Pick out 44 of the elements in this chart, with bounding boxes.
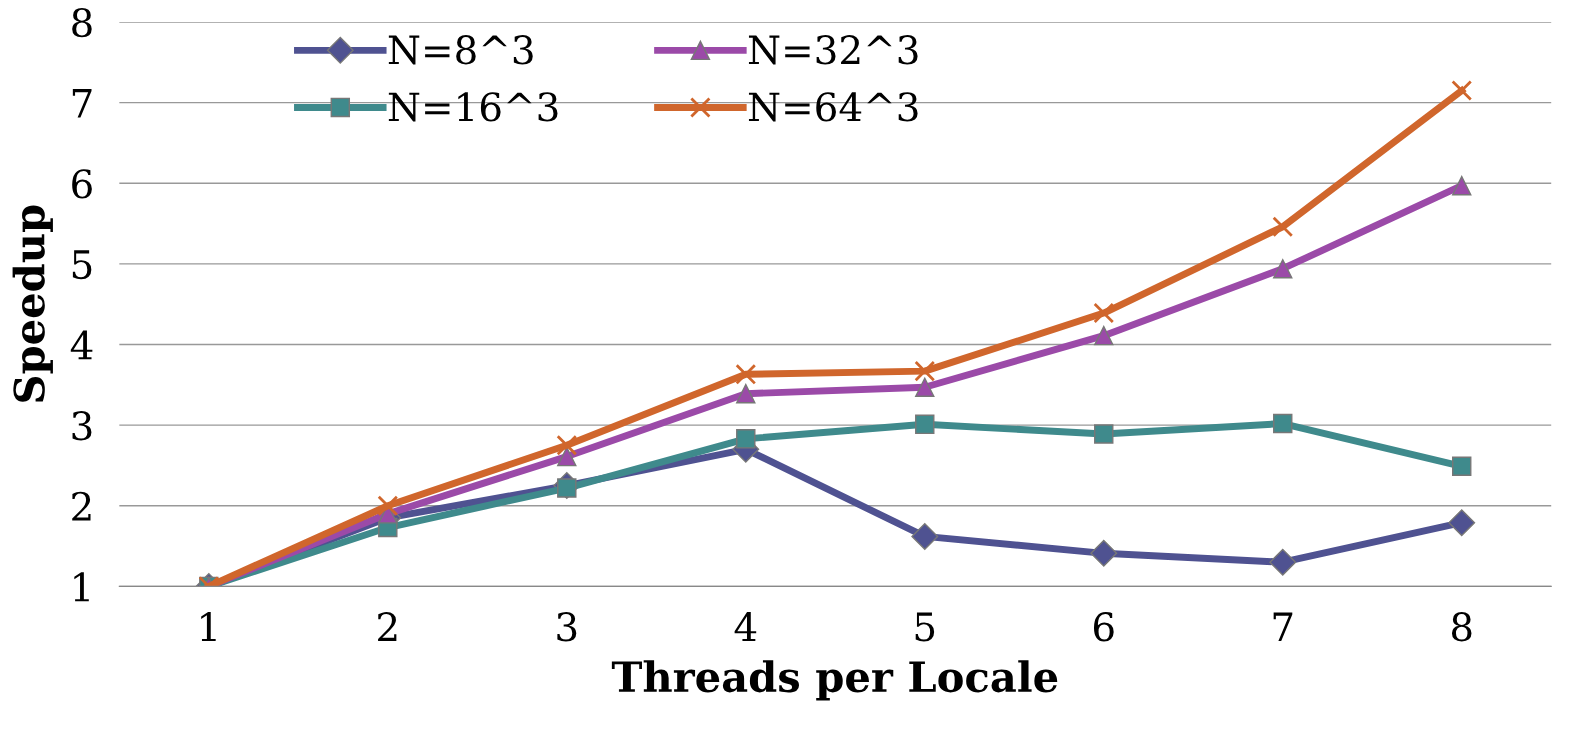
point [1272, 216, 1294, 238]
y-tick-label: 1 [74, 572, 89, 602]
y-axis-title: Speedup [12, 205, 53, 402]
y-tick-label: 2 [72, 491, 91, 521]
point [736, 429, 756, 449]
point [735, 363, 757, 385]
x-tick-label: 6 [1093, 612, 1114, 642]
point [1452, 175, 1472, 196]
x-tick-label: 4 [734, 612, 757, 641]
y-tick-label: 8 [72, 7, 92, 38]
legend-label: N=8^3 [388, 35, 533, 65]
point [1269, 548, 1297, 576]
legend-label: N=16^3 [388, 92, 558, 122]
x-tick-label: 5 [915, 612, 935, 642]
point [915, 414, 935, 435]
point [1448, 509, 1476, 537]
x-tick-label: 8 [1451, 612, 1472, 642]
point [377, 495, 399, 517]
x-tick-label: 2 [378, 612, 397, 641]
point [911, 522, 939, 550]
point [1093, 302, 1115, 324]
point [914, 360, 936, 382]
point [1273, 413, 1293, 434]
y-tick-label: 4 [70, 330, 93, 360]
point [1452, 456, 1472, 476]
point [1094, 424, 1114, 444]
point [1090, 539, 1118, 567]
point [557, 446, 577, 467]
legend-label: N=32^3 [748, 35, 918, 65]
point [915, 377, 935, 397]
x-tick-label: 7 [1273, 612, 1293, 641]
y-tick-label: 5 [72, 250, 92, 280]
point [556, 434, 578, 456]
point [736, 383, 756, 404]
point [1273, 258, 1293, 279]
y-tick-label: 7 [72, 89, 92, 118]
x-tick-label: 1 [201, 612, 216, 641]
x-tick-label: 3 [557, 612, 577, 642]
y-tick-label: 6 [72, 169, 92, 199]
point [1451, 80, 1473, 101]
y-tick-label: 3 [72, 411, 92, 441]
point [1094, 325, 1114, 346]
x-axis-title: Threads per Locale [611, 660, 1058, 701]
legend-label: N=64^3 [748, 92, 918, 122]
